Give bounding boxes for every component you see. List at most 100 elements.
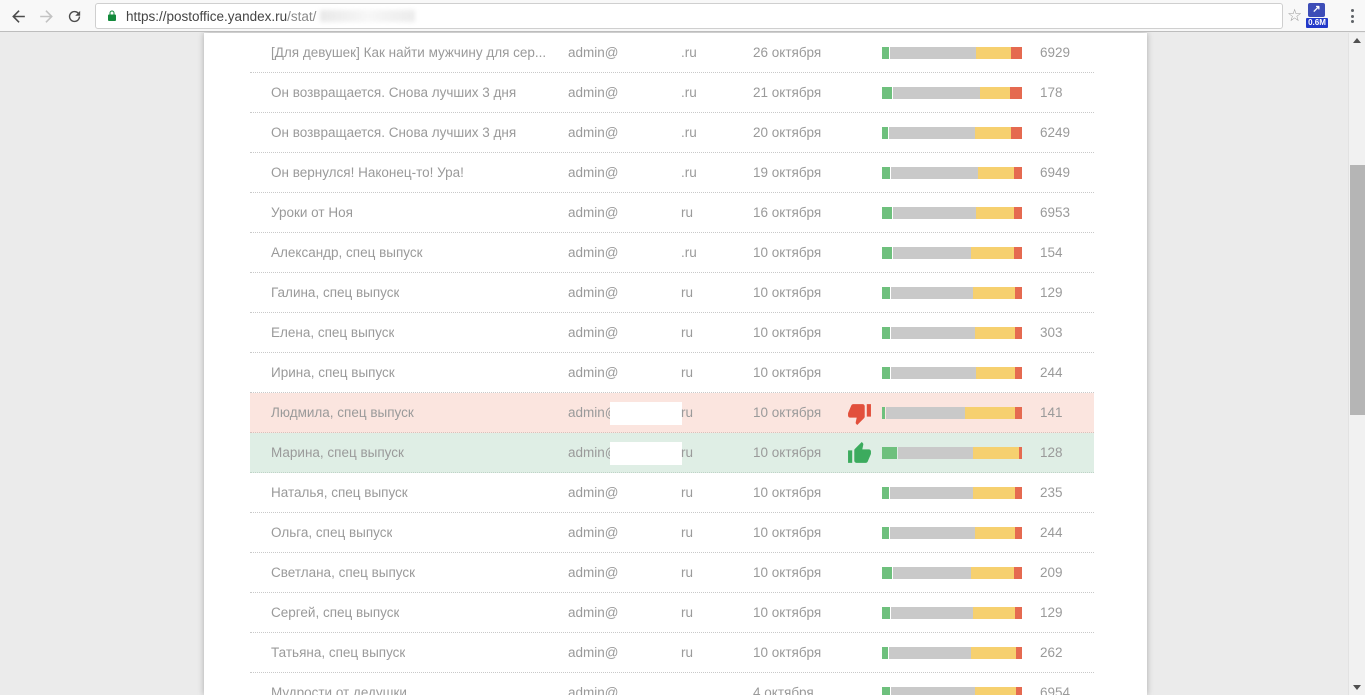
bar-segment-delivered — [882, 607, 891, 619]
table-row[interactable]: Мудрости от дедушки admin@ 4 октября 695… — [250, 673, 1094, 695]
recipient-count: 154 — [1040, 245, 1063, 260]
send-date: 16 октября — [753, 205, 822, 220]
bar-segment-read — [889, 527, 975, 539]
send-date: 10 октября — [753, 445, 822, 460]
bar-segment-spam — [1015, 327, 1022, 339]
sender-email-prefix: admin@ — [568, 245, 619, 260]
thumbs-up-icon[interactable] — [847, 441, 872, 466]
table-row[interactable]: Он возвращается. Снова лучших 3 дня admi… — [250, 73, 1094, 113]
send-date: 10 октября — [753, 645, 822, 660]
sender-email-prefix: admin@ — [568, 165, 619, 180]
address-bar[interactable]: https://postoffice.yandex.ru/stat/ — [95, 3, 1283, 29]
table-row[interactable]: Людмила, спец выпуск admin@ ru 10 октябр… — [250, 393, 1094, 433]
sender-email-suffix: ru — [681, 405, 694, 420]
sender-email-suffix: ru — [681, 565, 694, 580]
scroll-up-icon[interactable] — [1349, 33, 1365, 48]
delivery-stats-bar — [882, 487, 1023, 499]
bar-segment-unread — [976, 367, 1016, 379]
send-date: 10 октября — [753, 485, 822, 500]
bar-segment-read — [892, 87, 981, 99]
bar-segment-delivered — [882, 327, 891, 339]
send-date: 10 октября — [753, 245, 822, 260]
sender-email-prefix: admin@ — [568, 125, 619, 140]
delivery-stats-bar — [882, 447, 1023, 459]
campaign-subject: Галина, спец выпуск — [271, 285, 400, 300]
back-icon[interactable] — [7, 5, 29, 27]
table-row[interactable]: Сергей, спец выпуск admin@ ru 10 октября… — [250, 593, 1094, 633]
campaign-subject: Елена, спец выпуск — [271, 325, 395, 340]
bar-segment-delivered — [882, 527, 889, 539]
bar-segment-spam — [1016, 647, 1023, 659]
campaign-subject: Ольга, спец выпуск — [271, 525, 393, 540]
bar-segment-unread — [973, 447, 1020, 459]
recipient-count: 303 — [1040, 325, 1063, 340]
table-row[interactable]: Александр, спец выпуск admin@ .ru 10 окт… — [250, 233, 1094, 273]
bar-segment-spam — [1013, 567, 1022, 579]
bar-segment-spam — [1013, 167, 1022, 179]
bar-segment-read — [888, 127, 975, 139]
delivery-stats-bar — [882, 407, 1022, 419]
campaign-table: [Для девушек] Как найти мужчину для сер.… — [250, 33, 1094, 695]
recipient-count: 6949 — [1040, 165, 1071, 180]
sender-email-suffix: ru — [681, 365, 694, 380]
bookmark-star-icon[interactable]: ☆ — [1287, 6, 1303, 25]
table-row[interactable]: Ирина, спец выпуск admin@ ru 10 октября … — [250, 353, 1094, 393]
recipient-count: 6954 — [1040, 685, 1071, 695]
delivery-stats-bar — [882, 647, 1023, 659]
bar-segment-delivered — [882, 487, 889, 499]
delivery-stats-bar — [882, 247, 1022, 259]
forward-icon[interactable] — [35, 5, 57, 27]
bar-segment-read — [891, 687, 975, 695]
browser-toolbar: https://postoffice.yandex.ru/stat/ ☆ ↗ 0… — [0, 0, 1365, 32]
recipient-count: 262 — [1040, 645, 1063, 660]
thumbs-down-icon[interactable] — [847, 401, 872, 426]
send-date: 4 октября — [753, 685, 814, 695]
table-row[interactable]: [Для девушек] Как найти мужчину для сер.… — [250, 33, 1094, 73]
sender-email-prefix: admin@ — [568, 645, 619, 660]
url-text: https://postoffice.yandex.ru/stat/ — [126, 9, 316, 24]
scrollbar-thumb[interactable] — [1350, 165, 1365, 415]
delivery-stats-bar — [882, 127, 1023, 139]
sender-email-suffix: ru — [681, 205, 694, 220]
bar-segment-spam — [1009, 87, 1022, 99]
sender-email-suffix: ru — [681, 325, 694, 340]
bar-segment-spam — [1010, 127, 1023, 139]
sender-email-suffix: ru — [681, 445, 694, 460]
table-row[interactable]: Марина, спец выпуск admin@ ru 10 октября… — [250, 433, 1094, 473]
table-row[interactable]: Татьяна, спец выпуск admin@ ru 10 октябр… — [250, 633, 1094, 673]
scroll-down-icon[interactable] — [1349, 680, 1365, 695]
campaign-subject: Он вернулся! Наконец-то! Ура! — [271, 165, 464, 180]
delivery-stats-bar — [882, 287, 1022, 299]
page-scrollbar[interactable] — [1348, 33, 1365, 695]
bar-segment-unread — [974, 327, 1016, 339]
table-row[interactable]: Уроки от Ноя admin@ ru 16 октября 6953 — [250, 193, 1094, 233]
send-date: 26 октября — [753, 45, 822, 60]
table-row[interactable]: Ольга, спец выпуск admin@ ru 10 октября … — [250, 513, 1094, 553]
reload-icon[interactable] — [63, 5, 85, 27]
recipient-count: 128 — [1040, 445, 1063, 460]
browser-menu-icon[interactable] — [1344, 5, 1360, 27]
table-row[interactable]: Он вернулся! Наконец-то! Ура! admin@ .ru… — [250, 153, 1094, 193]
bar-segment-read — [898, 447, 974, 459]
table-row[interactable]: Светлана, спец выпуск admin@ ru 10 октяб… — [250, 553, 1094, 593]
delivery-stats-bar — [882, 687, 1022, 695]
bar-segment-spam — [1015, 607, 1022, 619]
recipient-count: 178 — [1040, 85, 1063, 100]
sender-email-prefix: admin@ — [568, 85, 619, 100]
table-row[interactable]: Наталья, спец выпуск admin@ ru 10 октябр… — [250, 473, 1094, 513]
bar-segment-read — [891, 367, 977, 379]
table-row[interactable]: Галина, спец выпуск admin@ ru 10 октября… — [250, 273, 1094, 313]
bar-segment-spam — [1015, 487, 1023, 499]
table-row[interactable]: Елена, спец выпуск admin@ ru 10 октября … — [250, 313, 1094, 353]
extension-badge: 0.6M — [1306, 18, 1328, 28]
bar-segment-read — [891, 167, 978, 179]
delivery-stats-bar — [882, 567, 1022, 579]
send-date: 10 октября — [753, 405, 822, 420]
campaign-subject: Сергей, спец выпуск — [271, 605, 400, 620]
sender-email-suffix: ru — [681, 525, 694, 540]
bar-segment-delivered — [882, 287, 891, 299]
extension-button[interactable]: ↗ 0.6M — [1306, 3, 1328, 30]
bar-segment-unread — [970, 247, 1014, 259]
url-host: https://postoffice.yandex.ru — [126, 8, 288, 24]
table-row[interactable]: Он возвращается. Снова лучших 3 дня admi… — [250, 113, 1094, 153]
